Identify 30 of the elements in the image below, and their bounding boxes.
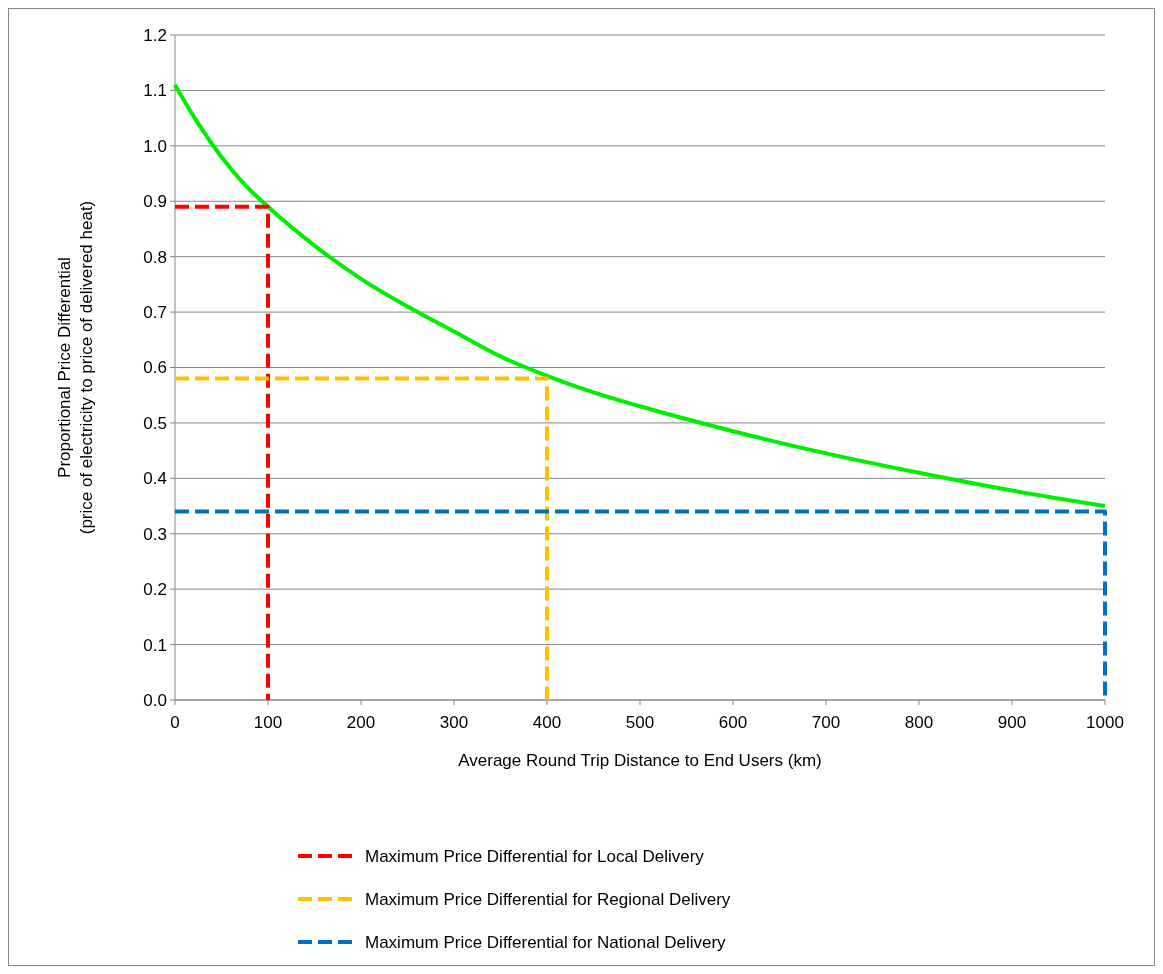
y-tick-label: 0.3 xyxy=(143,524,167,544)
x-tick-label: 600 xyxy=(718,713,748,732)
y-tick-label: 0.9 xyxy=(143,192,167,212)
y-axis-title: Proportional Price Differential (price of electricity to price of delivered heat) xyxy=(55,200,96,535)
x-tick-label: 1000 xyxy=(1086,713,1124,732)
y-tick-label: 0.2 xyxy=(143,580,167,600)
line-series xyxy=(173,82,1107,509)
x-axis-title: Average Round Trip Distance to End Users (km) xyxy=(458,751,822,770)
y-tick-label: 0.5 xyxy=(143,413,167,433)
x-tick-label: 100 xyxy=(253,713,283,732)
y-tick-label: 0.4 xyxy=(143,469,167,489)
y-tick-label: 1.2 xyxy=(143,25,167,45)
x-tick-label: 800 xyxy=(904,713,934,732)
y-tick-label: 0.8 xyxy=(143,247,167,267)
x-tick-label: 400 xyxy=(532,713,562,732)
y-tick-label: 0.0 xyxy=(143,690,167,710)
y-tick-label: 1.1 xyxy=(143,81,167,101)
x-tick-label: 700 xyxy=(811,713,841,732)
y-tick-label: 0.1 xyxy=(143,635,167,655)
legend-label: Maximum Price Differential for Local Delivery xyxy=(365,846,705,866)
x-tick-label: 500 xyxy=(625,713,655,732)
y-tick-label: 1.0 xyxy=(143,136,167,156)
y-tick-label: 0.7 xyxy=(143,303,167,323)
x-tick-label: 0 xyxy=(170,713,180,732)
legend-label: Maximum Price Differential for National Delivery xyxy=(365,932,727,952)
legend-label: Maximum Price Differential for Regional Delivery xyxy=(365,889,731,909)
x-tick-label: 300 xyxy=(439,713,469,732)
x-tick-label: 200 xyxy=(346,713,376,732)
y-tick-label: 0.6 xyxy=(143,358,167,378)
x-tick-label: 900 xyxy=(997,713,1027,732)
